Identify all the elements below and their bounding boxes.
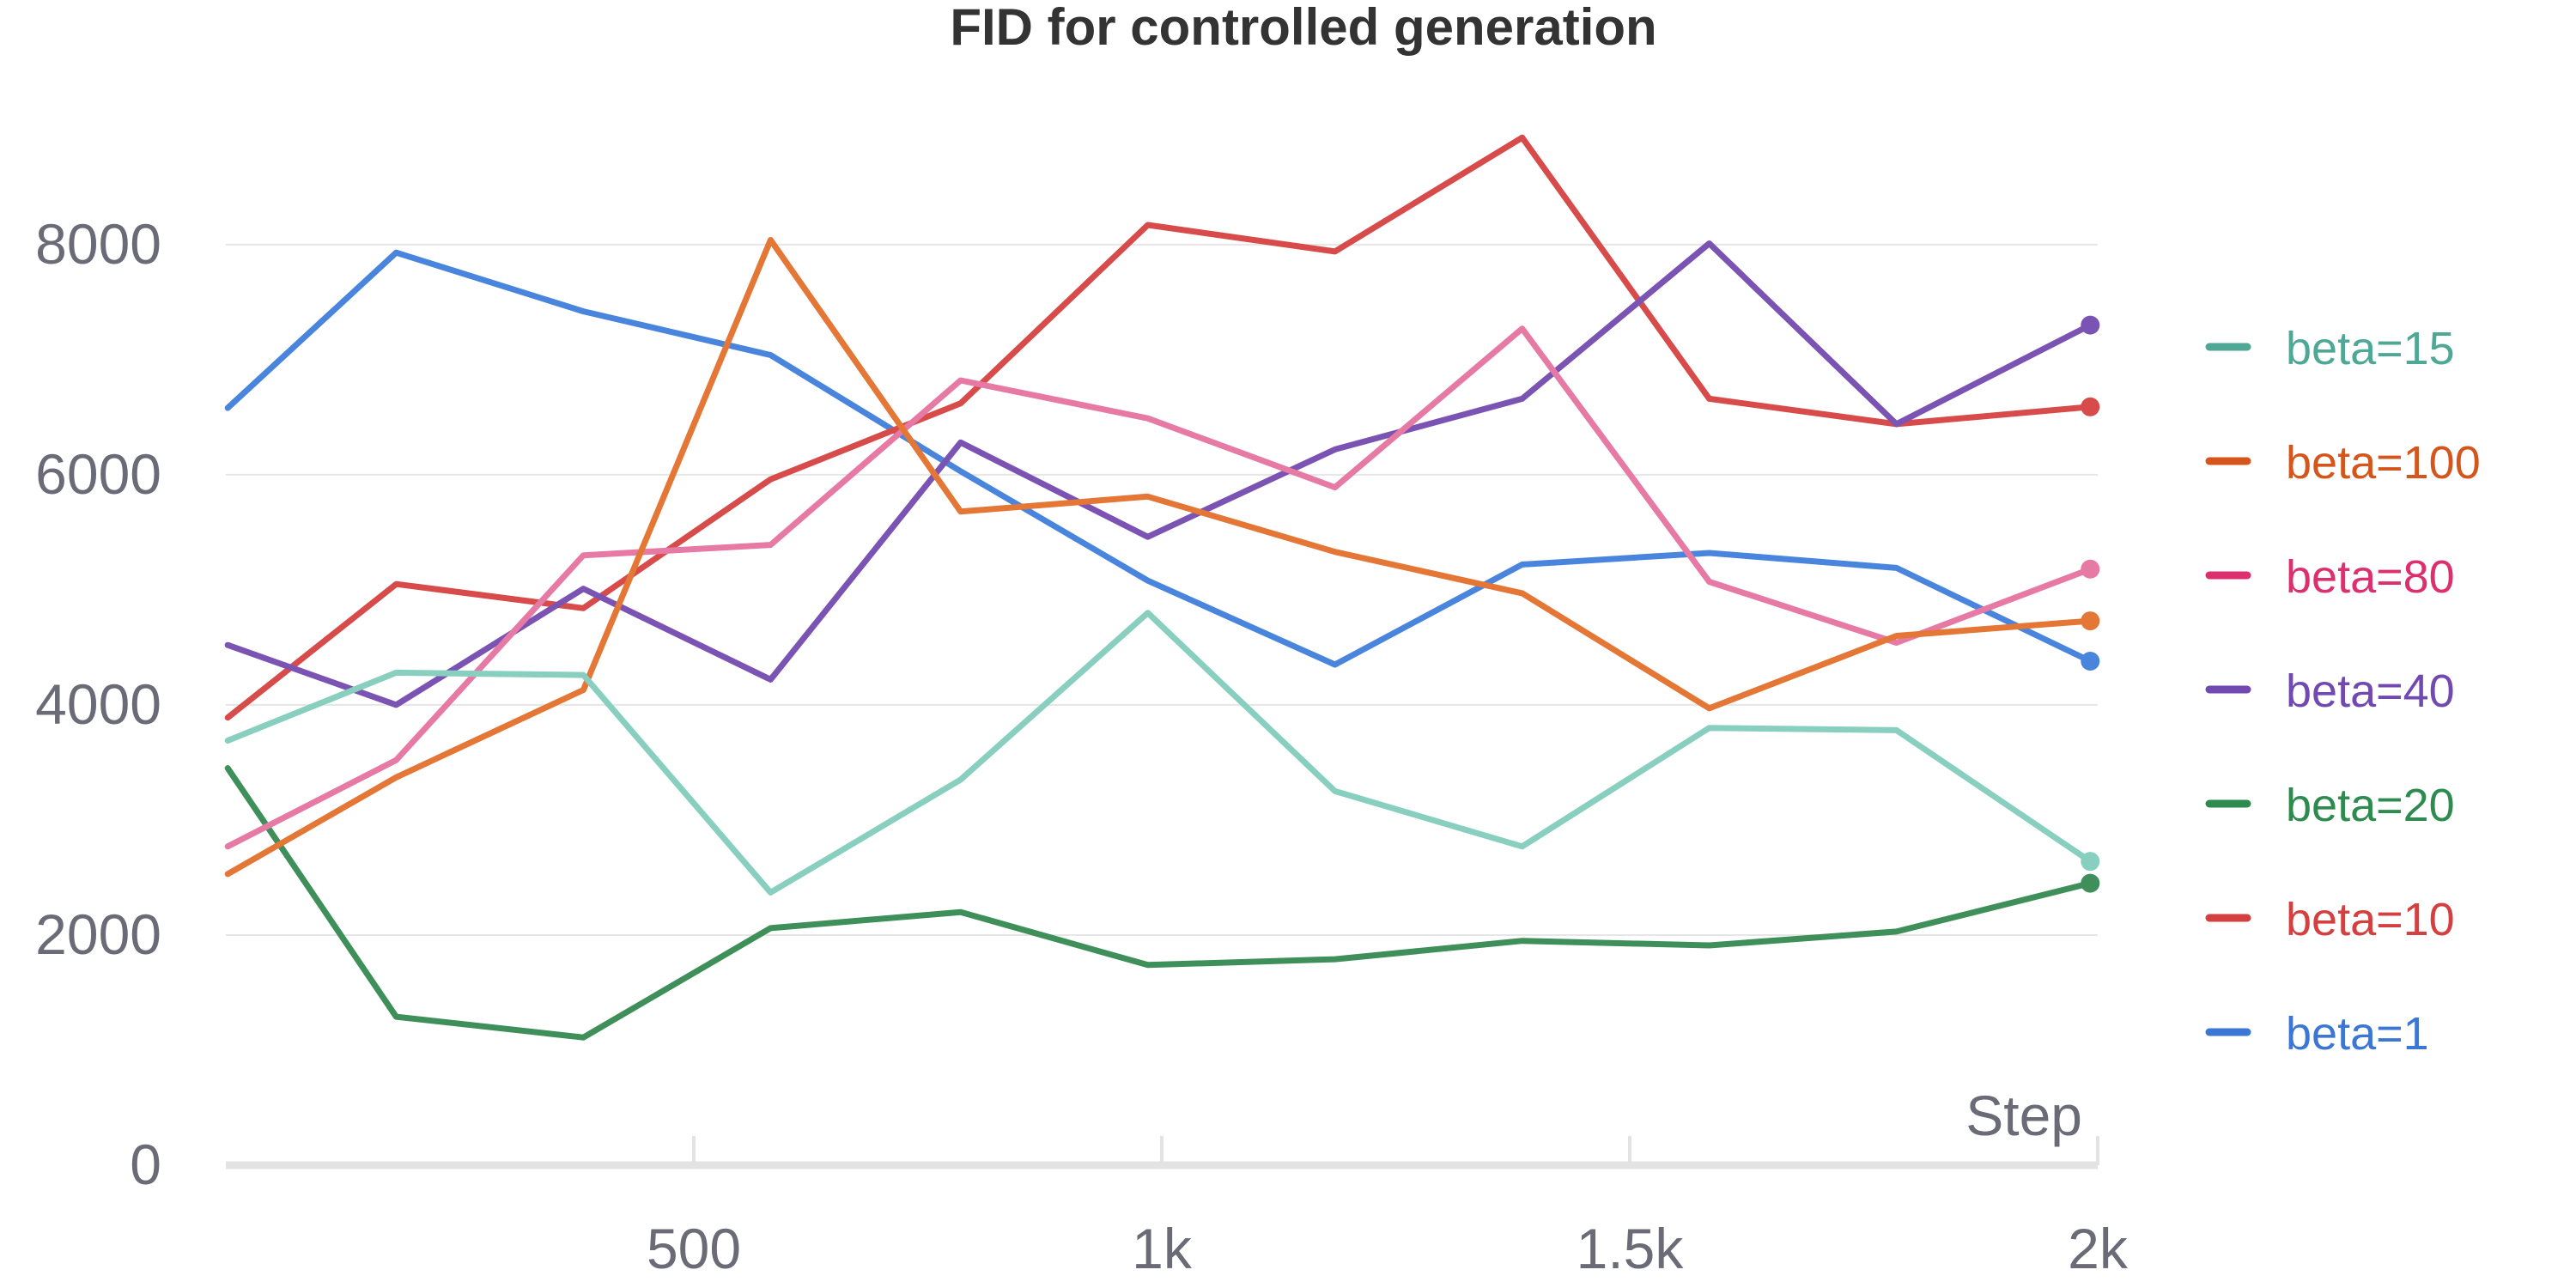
series-line-beta-20	[224, 765, 2093, 1041]
y-tick-label: 2000	[35, 902, 161, 966]
series-line-beta-10	[224, 134, 2093, 721]
x-axis-label: Step	[1965, 1084, 2082, 1147]
legend-label-beta-80: beta=80	[2286, 551, 2455, 603]
x-tick-label: 500	[647, 1217, 741, 1280]
series-end-point-beta-10	[2081, 397, 2100, 416]
y-tick-label: 6000	[35, 442, 161, 506]
y-tick-label: 4000	[35, 672, 161, 736]
series-end-point-beta-20	[2081, 873, 2100, 893]
legend-label-beta-10: beta=10	[2286, 894, 2455, 945]
series-end-point-beta-1	[2081, 651, 2100, 671]
legend-label-beta-20: beta=20	[2286, 780, 2455, 831]
chart-title: FID for controlled generation	[950, 0, 1656, 56]
legend: beta=15 beta=100 beta=80 beta=40 beta=20 beta…	[2205, 323, 2481, 1060]
y-tick-label: 8000	[35, 212, 161, 276]
series-end-point-beta-40	[2081, 315, 2100, 335]
legend-label-beta-15: beta=15	[2286, 323, 2455, 374]
series-lines	[224, 134, 2100, 1041]
series-line-beta-80	[224, 325, 2093, 850]
x-tick-label: 1k	[1132, 1217, 1193, 1280]
series-line-beta-100	[224, 237, 2093, 878]
grid-lines	[226, 243, 2098, 936]
axes: 0 2000 4000 6000 8000 500 1k 1.5k 2k	[35, 212, 2129, 1280]
legend-label-beta-1: beta=1	[2286, 1008, 2429, 1060]
legend-label-beta-100: beta=100	[2286, 437, 2481, 489]
series-end-point-beta-100	[2081, 611, 2100, 631]
series-line-beta-15	[224, 610, 2093, 896]
series-line-beta-1	[224, 249, 2093, 668]
x-tick-label: 2k	[2068, 1217, 2129, 1280]
x-tick-label: 1.5k	[1577, 1217, 1685, 1280]
series-end-point-beta-15	[2081, 852, 2100, 872]
series-end-point-beta-80	[2081, 559, 2100, 579]
legend-label-beta-40: beta=40	[2286, 665, 2455, 717]
y-tick-label: 0	[130, 1133, 161, 1196]
